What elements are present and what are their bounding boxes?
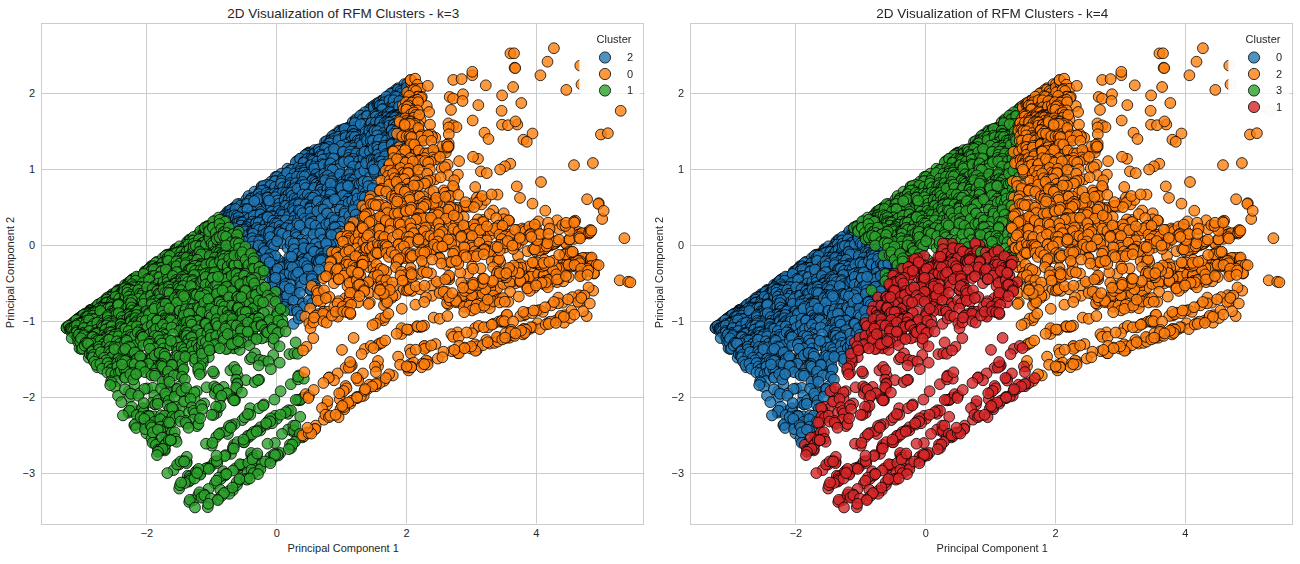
svg-text:0: 0 bbox=[627, 68, 633, 80]
svg-text:2D Visualization of RFM Cluste: 2D Visualization of RFM Clusters - k=3 bbox=[227, 6, 459, 21]
svg-text:2: 2 bbox=[29, 87, 35, 99]
svg-text:0: 0 bbox=[678, 239, 684, 251]
svg-text:1: 1 bbox=[627, 84, 633, 96]
svg-text:0: 0 bbox=[29, 239, 35, 251]
svg-text:Cluster: Cluster bbox=[597, 33, 632, 45]
svg-text:2: 2 bbox=[627, 51, 633, 63]
svg-text:−2: −2 bbox=[790, 527, 803, 539]
svg-text:2D Visualization of RFM Cluste: 2D Visualization of RFM Clusters - k=4 bbox=[876, 6, 1108, 21]
svg-text:Cluster: Cluster bbox=[1246, 33, 1281, 45]
svg-text:Principal Component 2: Principal Component 2 bbox=[4, 217, 16, 328]
svg-text:1: 1 bbox=[1276, 101, 1282, 113]
svg-text:2: 2 bbox=[403, 527, 409, 539]
svg-text:−1: −1 bbox=[22, 315, 35, 327]
svg-text:4: 4 bbox=[533, 527, 539, 539]
svg-text:4: 4 bbox=[1182, 527, 1188, 539]
svg-text:−3: −3 bbox=[22, 467, 35, 479]
svg-text:2: 2 bbox=[1276, 68, 1282, 80]
svg-text:0: 0 bbox=[1276, 51, 1282, 63]
svg-text:−2: −2 bbox=[671, 391, 684, 403]
svg-text:Principal Component 2: Principal Component 2 bbox=[653, 217, 665, 328]
svg-text:−2: −2 bbox=[141, 527, 154, 539]
svg-text:Principal Component 1: Principal Component 1 bbox=[288, 542, 399, 554]
svg-text:0: 0 bbox=[923, 527, 929, 539]
svg-text:Principal Component 1: Principal Component 1 bbox=[937, 542, 1048, 554]
svg-text:1: 1 bbox=[29, 163, 35, 175]
svg-text:2: 2 bbox=[1052, 527, 1058, 539]
svg-text:1: 1 bbox=[678, 163, 684, 175]
svg-text:3: 3 bbox=[1276, 84, 1282, 96]
svg-text:2: 2 bbox=[678, 87, 684, 99]
svg-text:0: 0 bbox=[274, 527, 280, 539]
svg-text:−2: −2 bbox=[22, 391, 35, 403]
svg-text:−1: −1 bbox=[671, 315, 684, 327]
svg-text:−3: −3 bbox=[671, 467, 684, 479]
